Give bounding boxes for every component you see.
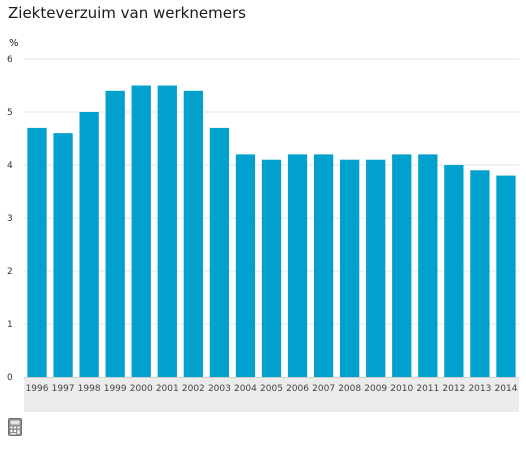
x-tick-label: 2002 <box>182 384 205 394</box>
x-tick-label: 1998 <box>78 384 101 394</box>
x-axis-ticks: 1996 1997 1998 1999 2000 2001 2002 2003 2004 2005… <box>26 384 518 394</box>
calculator-icon[interactable] <box>8 418 22 440</box>
bar[interactable] <box>313 154 334 377</box>
bar[interactable] <box>105 90 125 378</box>
y-axis-unit-label: % <box>9 38 19 49</box>
x-tick-label: 2006 <box>286 384 309 394</box>
bar[interactable] <box>183 90 203 378</box>
bar[interactable] <box>261 159 282 377</box>
bar[interactable] <box>209 127 230 378</box>
x-tick-label: 2013 <box>468 384 491 394</box>
bar[interactable] <box>287 154 308 377</box>
bar[interactable] <box>27 127 47 378</box>
x-tick-label: 2012 <box>442 384 465 394</box>
chart-title: Ziekteverzuim van werknemers <box>8 4 246 22</box>
x-tick-label: 2001 <box>156 384 179 394</box>
x-tick-label: 2004 <box>234 384 257 394</box>
y-tick-label: 3 <box>7 214 13 224</box>
y-tick-label: 6 <box>7 55 13 65</box>
x-axis-band <box>24 377 519 412</box>
y-tick-label: 1 <box>7 320 13 330</box>
y-tick-label: 5 <box>7 108 13 118</box>
x-tick-label: 1999 <box>104 384 127 394</box>
x-tick-label: 1997 <box>52 384 75 394</box>
bar[interactable] <box>366 159 386 377</box>
y-axis-ticks: 0 1 2 3 4 5 6 <box>7 55 13 383</box>
bar[interactable] <box>235 154 256 377</box>
x-tick-label: 2003 <box>208 384 231 394</box>
bar[interactable] <box>444 165 464 377</box>
bar[interactable] <box>392 154 412 377</box>
x-tick-label: 2011 <box>416 384 439 394</box>
y-tick-label: 2 <box>7 267 13 277</box>
y-tick-label: 4 <box>7 161 13 171</box>
x-tick-label: 1996 <box>26 384 49 394</box>
y-tick-label: 0 <box>7 373 13 383</box>
bar[interactable] <box>157 85 177 378</box>
bar[interactable] <box>79 112 99 377</box>
bar[interactable] <box>496 175 516 377</box>
bar[interactable] <box>131 85 151 378</box>
x-tick-label: 2014 <box>495 384 518 394</box>
x-tick-label: 2008 <box>338 384 361 394</box>
bars <box>27 85 516 378</box>
x-tick-label: 2005 <box>260 384 283 394</box>
bar[interactable] <box>470 170 490 377</box>
x-tick-label: 2000 <box>130 384 153 394</box>
bar[interactable] <box>53 133 73 377</box>
x-tick-label: 2010 <box>390 384 413 394</box>
x-tick-label: 2009 <box>364 384 387 394</box>
bar[interactable] <box>340 159 360 377</box>
bar[interactable] <box>418 154 438 377</box>
x-tick-label: 2007 <box>312 384 335 394</box>
